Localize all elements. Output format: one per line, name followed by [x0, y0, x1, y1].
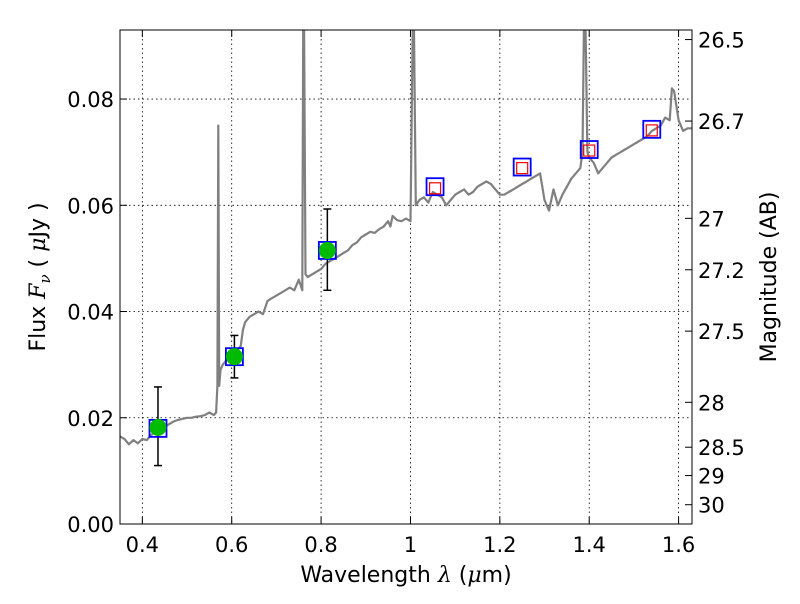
right-axis-label: Magnitude (AB) [757, 192, 782, 363]
x-tick-label: 1.4 [573, 533, 606, 557]
model-photometry-boxes [148, 119, 662, 438]
model-box [512, 157, 532, 177]
grid [120, 30, 692, 524]
right-tick-label: 27.2 [698, 259, 745, 283]
x-tick-label: 0.6 [215, 533, 248, 557]
x-tick-label: 0.4 [126, 533, 159, 557]
predicted-box [645, 124, 658, 137]
x-tick-label: 0.8 [304, 533, 337, 557]
predicted-box [428, 182, 442, 195]
y-tick-label: 0.08 [67, 88, 114, 112]
observed-photometry-points [149, 241, 336, 436]
right-tick-label: 26.5 [698, 29, 745, 53]
model-box [579, 140, 599, 159]
y-tick-label: 0.02 [67, 407, 114, 431]
model-box [425, 177, 445, 197]
y-tick-label: 0.06 [67, 194, 114, 218]
right-tick-label: 28.5 [698, 436, 745, 460]
x-tick-label: 1.6 [662, 533, 695, 557]
y-axis-label: Flux Fν ( μJy ) [26, 202, 54, 351]
y-axis: 0.00 0.02 0.04 0.06 0.08 [67, 88, 127, 537]
x-axis: 0.4 0.6 0.8 1 1.2 1.4 1.6 [126, 30, 695, 557]
y-tick-label: 0.04 [67, 301, 114, 325]
right-tick-label: 27 [698, 207, 725, 231]
predicted-box [583, 144, 596, 157]
right-tick-label: 29 [698, 465, 725, 489]
plot-area [120, 30, 692, 467]
x-axis-label: Wavelength λ (μm) [300, 563, 511, 588]
predicted-photometry-boxes [428, 124, 658, 195]
observed-point [149, 418, 167, 436]
right-tick-label: 28 [698, 391, 725, 415]
observed-point [318, 241, 336, 259]
right-tick-label: 26.7 [698, 110, 745, 134]
predicted-box [516, 162, 529, 175]
x-tick-label: 1 [404, 533, 417, 557]
right-tick-label: 30 [698, 494, 725, 518]
spectrum-line [120, 30, 692, 446]
x-tick-label: 1.2 [483, 533, 516, 557]
model-box [642, 119, 662, 139]
plot-frame [119, 29, 693, 525]
right-tick-label: 27.5 [698, 320, 745, 344]
observed-point [225, 348, 243, 366]
y-tick-label: 0.00 [67, 513, 114, 537]
right-axis: 26.5 26.7 27 27.2 27.5 28 28.5 29 30 [685, 29, 745, 518]
